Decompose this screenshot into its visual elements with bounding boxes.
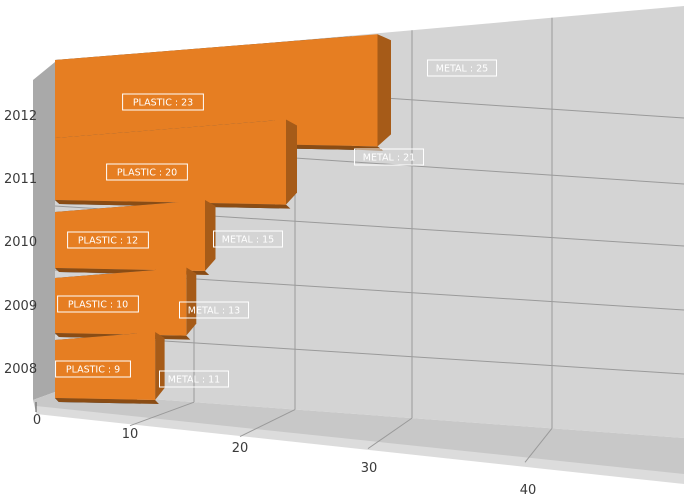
x-tick-label-0: 0 [33, 413, 41, 428]
data-label-box [55, 360, 131, 378]
y-tick-label-2008: 2008 [4, 362, 37, 377]
grid-line-floor [367, 417, 413, 450]
data-label-metal-2009: METAL : 13 [188, 306, 240, 317]
data-label-plastic-2012: PLASTIC : 23 [133, 98, 193, 109]
grid-line-floor [129, 401, 195, 427]
x-tick-label-40: 40 [520, 483, 537, 498]
bar-metal-2011 [55, 119, 286, 205]
data-label-box [57, 295, 139, 313]
grid-line-floor [524, 428, 553, 463]
bar-metal-2012 [55, 34, 378, 147]
data-label-box [213, 230, 283, 248]
data-label-plastic-2010: PLASTIC : 12 [78, 236, 138, 247]
y-tick-label-2011: 2011 [4, 172, 37, 187]
bar-metal-2009 [55, 267, 187, 336]
data-label-metal-2010: METAL : 15 [222, 235, 274, 246]
data-label-box [427, 59, 497, 77]
data-label-metal-2011: METAL : 21 [363, 153, 415, 164]
data-label-box [159, 370, 229, 388]
data-label-plastic-2009: PLASTIC : 10 [68, 300, 128, 311]
y-tick-label-2009: 2009 [4, 299, 37, 314]
bar-end-cap-metal-2010 [205, 200, 216, 271]
y-tick-label-2012: 2012 [4, 109, 37, 124]
x-tick-label-20: 20 [232, 441, 249, 456]
x-tick-label-10: 10 [122, 427, 139, 442]
data-label-metal-2012: METAL : 25 [436, 64, 488, 75]
data-label-box [106, 163, 188, 181]
bar-end-cap-metal-2011 [286, 119, 297, 205]
floor-front-edge [36, 406, 684, 484]
bar-bottom-metal-2008 [55, 398, 159, 404]
data-label-plastic-2011: PLASTIC : 20 [117, 168, 177, 179]
data-label-metal-2008: METAL : 11 [168, 375, 220, 386]
bar-metal-2008 [55, 332, 156, 400]
grid-line-floor [239, 409, 296, 438]
x-tick-label-30: 30 [361, 461, 378, 476]
data-label-box [354, 148, 424, 166]
y-tick-label-2010: 2010 [4, 235, 37, 250]
data-label-plastic-2008: PLASTIC : 9 [66, 365, 120, 376]
left-side-wall [33, 62, 55, 400]
data-label-box [67, 231, 149, 249]
bar-end-cap-metal-2008 [155, 332, 165, 400]
data-label-box [179, 301, 249, 319]
data-label-box [122, 93, 204, 111]
bar-metal-2010 [55, 200, 205, 271]
bar-end-cap-metal-2012 [377, 34, 391, 147]
